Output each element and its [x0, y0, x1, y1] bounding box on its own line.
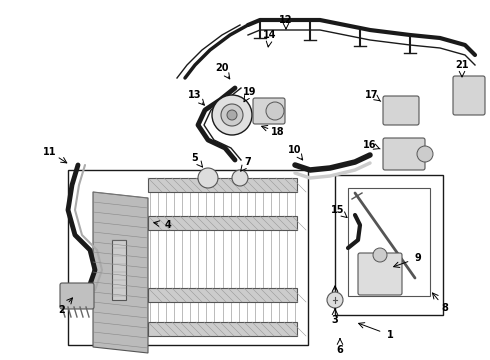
Text: 19: 19 [243, 87, 257, 97]
Circle shape [266, 102, 284, 120]
FancyBboxPatch shape [253, 98, 285, 124]
Text: 14: 14 [263, 30, 277, 40]
Bar [348, 188, 430, 296]
Text: 9: 9 [415, 253, 421, 263]
Text: 21: 21 [455, 60, 469, 70]
Bar [148, 288, 297, 302]
Circle shape [417, 146, 433, 162]
Circle shape [198, 168, 218, 188]
Text: 6: 6 [337, 345, 343, 355]
Text: 17: 17 [365, 90, 379, 100]
Bar [335, 175, 443, 315]
Text: 4: 4 [165, 220, 172, 230]
Circle shape [373, 248, 387, 262]
Text: 13: 13 [188, 90, 202, 100]
FancyBboxPatch shape [358, 253, 402, 295]
Circle shape [212, 95, 252, 135]
Bar [148, 322, 297, 336]
Text: 15: 15 [331, 205, 345, 215]
Circle shape [221, 104, 243, 126]
Bar [148, 216, 297, 230]
Text: 18: 18 [271, 127, 285, 137]
Bar [112, 240, 126, 300]
Polygon shape [93, 192, 148, 353]
FancyBboxPatch shape [453, 76, 485, 115]
FancyBboxPatch shape [383, 138, 425, 170]
Text: 2: 2 [59, 305, 65, 315]
FancyBboxPatch shape [383, 96, 419, 125]
Text: 16: 16 [363, 140, 377, 150]
Bar [68, 170, 308, 345]
Text: 12: 12 [279, 15, 293, 25]
Text: 7: 7 [245, 157, 251, 167]
Text: 10: 10 [288, 145, 302, 155]
Text: 8: 8 [441, 303, 448, 313]
Circle shape [227, 110, 237, 120]
FancyBboxPatch shape [60, 283, 94, 309]
Text: 20: 20 [215, 63, 229, 73]
Text: 5: 5 [192, 153, 198, 163]
Text: 3: 3 [332, 315, 339, 325]
Bar [148, 178, 297, 192]
Text: 1: 1 [387, 330, 393, 340]
Circle shape [232, 170, 248, 186]
Circle shape [327, 292, 343, 308]
Text: 11: 11 [43, 147, 57, 157]
